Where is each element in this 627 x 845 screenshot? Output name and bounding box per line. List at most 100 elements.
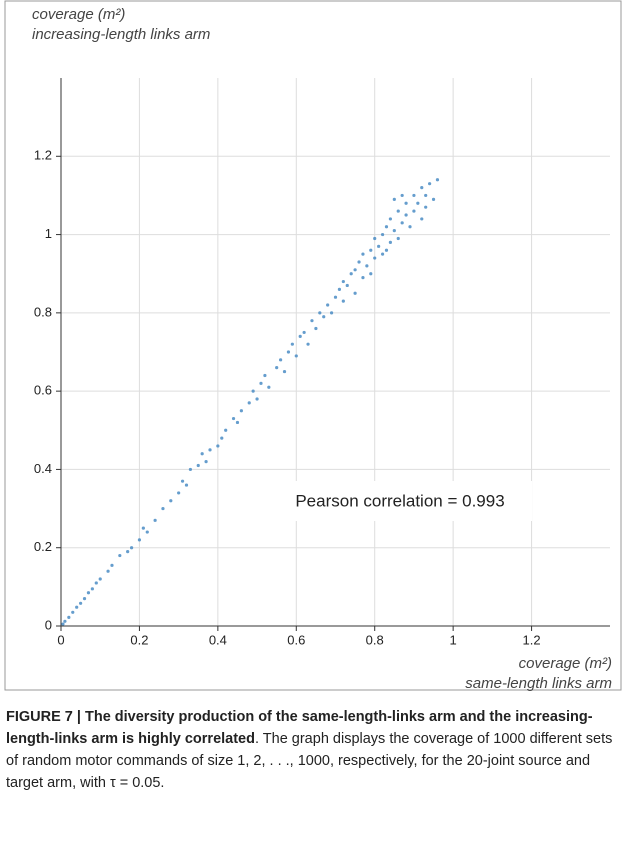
point bbox=[224, 428, 228, 432]
point bbox=[353, 291, 357, 295]
point bbox=[361, 276, 365, 280]
point bbox=[337, 287, 342, 291]
point bbox=[220, 436, 224, 440]
point bbox=[408, 225, 412, 229]
point bbox=[141, 526, 145, 530]
point bbox=[318, 311, 322, 315]
point bbox=[106, 569, 110, 573]
y-tick-label: 0.6 bbox=[34, 383, 52, 398]
point bbox=[98, 577, 102, 581]
point bbox=[255, 397, 259, 401]
point bbox=[216, 444, 220, 448]
point bbox=[435, 178, 440, 182]
point bbox=[310, 319, 314, 323]
caption-text: . The graph displays the coverage of 100… bbox=[6, 731, 613, 791]
chart: 0 0.2 0.4 0.6 0.8 1 1.2 0 0.2 0.4 0.6 0.8 1 1.2 covera… bbox=[4, 0, 622, 692]
point bbox=[259, 381, 263, 385]
point bbox=[63, 619, 67, 623]
point bbox=[251, 389, 255, 393]
point bbox=[196, 463, 200, 468]
point bbox=[263, 373, 267, 378]
point bbox=[380, 252, 385, 256]
point bbox=[286, 350, 291, 354]
point bbox=[110, 563, 114, 567]
point bbox=[239, 409, 243, 413]
annotation-box bbox=[270, 481, 532, 521]
point bbox=[282, 369, 287, 374]
point bbox=[420, 186, 424, 190]
point bbox=[94, 581, 98, 585]
point bbox=[380, 232, 385, 237]
point bbox=[298, 334, 302, 338]
point bbox=[247, 401, 251, 405]
point bbox=[267, 385, 271, 389]
point bbox=[153, 518, 157, 522]
point bbox=[392, 229, 396, 233]
point bbox=[314, 326, 318, 331]
point bbox=[365, 264, 369, 268]
point bbox=[129, 546, 134, 550]
point bbox=[392, 197, 396, 201]
point bbox=[388, 240, 392, 244]
point bbox=[424, 205, 428, 209]
y-tick-label: 1 bbox=[45, 226, 52, 241]
point bbox=[302, 330, 306, 335]
point bbox=[90, 587, 94, 591]
point bbox=[126, 550, 130, 554]
point bbox=[79, 601, 83, 605]
y-tick-label: 1.2 bbox=[34, 148, 52, 163]
x-axis-title: same-length links arm bbox=[465, 675, 612, 692]
x-tick-label: 0.4 bbox=[209, 632, 227, 647]
y-tick-label: 0.2 bbox=[34, 539, 52, 554]
point bbox=[61, 622, 65, 626]
point bbox=[279, 358, 283, 362]
point bbox=[71, 610, 75, 614]
point bbox=[396, 209, 400, 213]
caption: FIGURE 7 | The diversity production of t… bbox=[6, 706, 618, 794]
x-tick-label: 0.2 bbox=[130, 632, 148, 647]
point bbox=[290, 342, 294, 346]
x-tick-label: 0.8 bbox=[366, 632, 384, 647]
point bbox=[377, 244, 381, 248]
point bbox=[373, 236, 377, 241]
point bbox=[396, 236, 400, 241]
point bbox=[353, 268, 357, 272]
point bbox=[341, 299, 345, 303]
point bbox=[188, 467, 193, 472]
y-tick-label: 0 bbox=[45, 617, 52, 632]
point bbox=[145, 530, 149, 534]
point bbox=[306, 342, 310, 346]
point bbox=[137, 538, 142, 542]
point bbox=[361, 252, 365, 256]
y-axis-title: increasing-length links arm bbox=[32, 26, 210, 43]
point bbox=[200, 452, 204, 456]
panel-border bbox=[4, 0, 622, 691]
point bbox=[373, 256, 377, 260]
point bbox=[86, 591, 91, 595]
point bbox=[400, 193, 404, 198]
x-tick-label: 0 bbox=[57, 632, 64, 647]
point bbox=[177, 491, 181, 495]
point bbox=[412, 193, 416, 198]
point bbox=[412, 209, 416, 213]
point bbox=[345, 283, 349, 288]
point bbox=[231, 416, 236, 421]
point bbox=[275, 366, 279, 370]
point bbox=[204, 460, 208, 464]
point bbox=[388, 217, 392, 221]
point bbox=[384, 248, 389, 252]
point bbox=[349, 272, 353, 276]
point bbox=[404, 213, 408, 217]
point bbox=[416, 201, 420, 205]
point bbox=[400, 221, 404, 225]
x-tick-label: 1 bbox=[450, 632, 457, 647]
point bbox=[333, 295, 338, 299]
point bbox=[420, 217, 424, 221]
point bbox=[322, 315, 326, 319]
point bbox=[208, 448, 212, 452]
annotation: Pearson correlation = 0.993 bbox=[295, 491, 504, 510]
point bbox=[82, 597, 87, 601]
point bbox=[169, 499, 173, 503]
point bbox=[180, 479, 185, 483]
y-tick-label: 0.4 bbox=[34, 461, 52, 476]
